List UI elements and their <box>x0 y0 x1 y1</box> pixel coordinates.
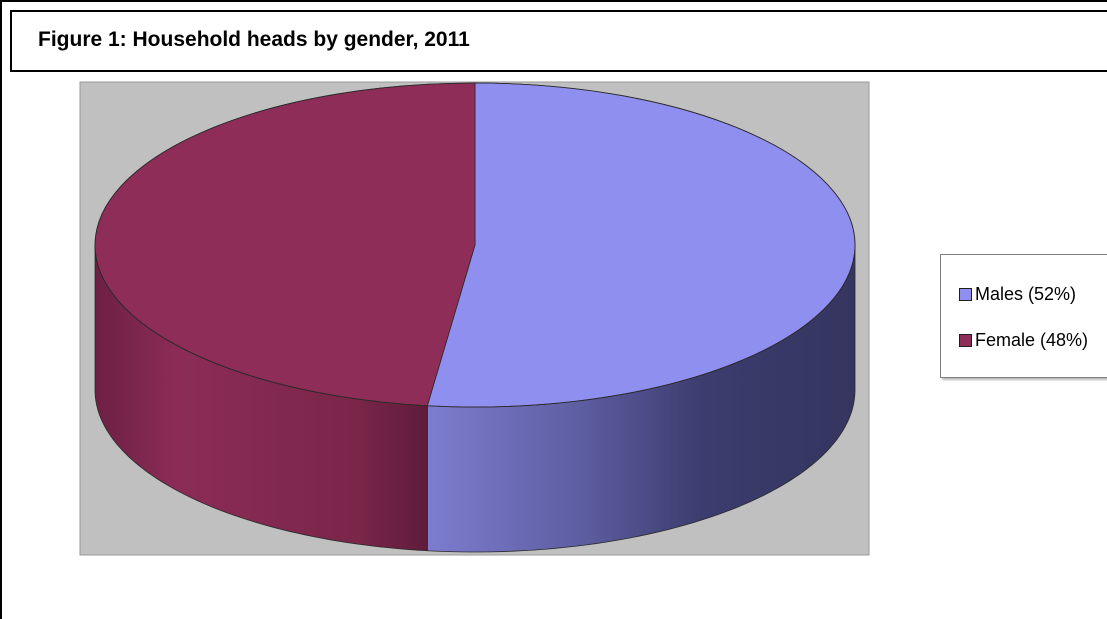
figure-title-box: Figure 1: Household heads by gender, 201… <box>10 10 1107 72</box>
legend-item-female: Female (48%) <box>959 328 1088 352</box>
legend-swatch-males <box>959 287 972 301</box>
legend: Males (52%) Female (48%) <box>940 254 1107 378</box>
page-frame-top <box>0 0 1107 2</box>
figure-title: Figure 1: Household heads by gender, 201… <box>38 28 470 51</box>
pie-top-outline <box>94 82 856 408</box>
legend-item-males: Males (52%) <box>959 282 1076 306</box>
legend-label-female: Female (48%) <box>975 329 1089 350</box>
legend-swatch-female <box>959 333 972 347</box>
page-frame-left <box>0 0 2 619</box>
legend-label-males: Males (52%) <box>975 283 1077 304</box>
